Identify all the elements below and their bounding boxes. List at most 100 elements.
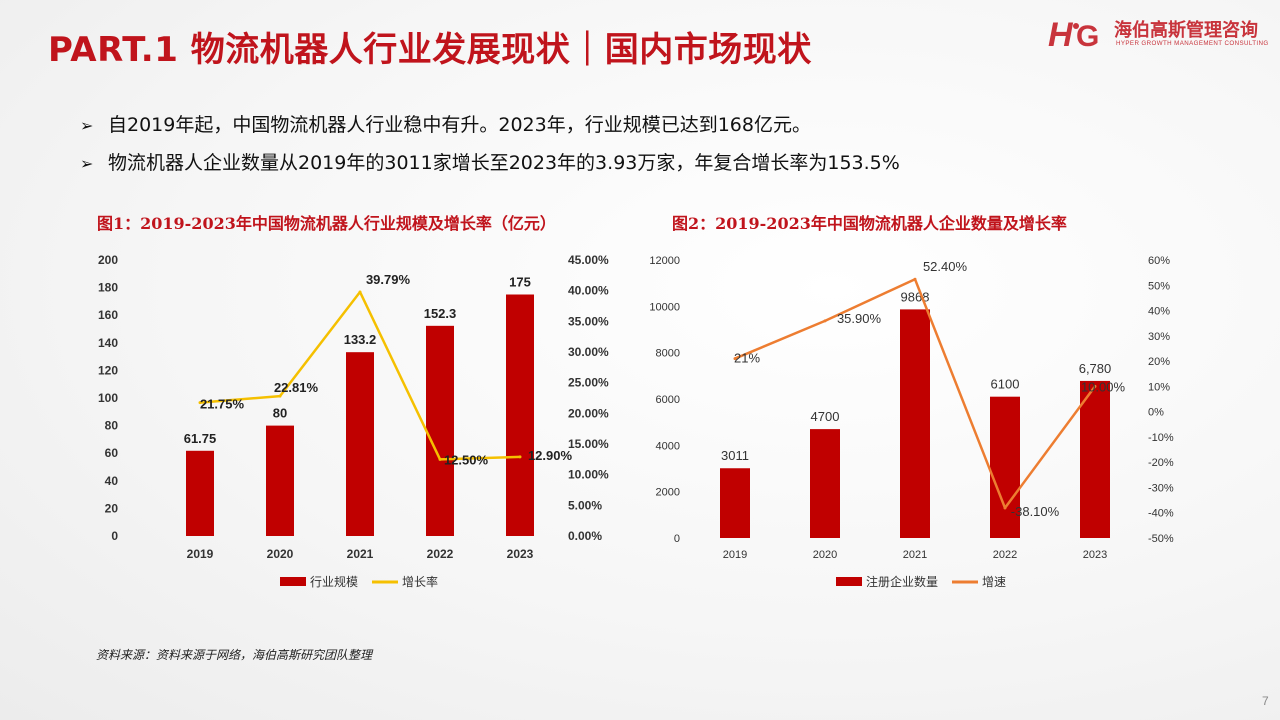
legend-label: 增速: [982, 575, 1006, 589]
x-axis-tick-label: 2021: [347, 547, 374, 561]
bar: [1080, 380, 1110, 538]
line-point: [438, 457, 442, 461]
bar-data-label: 152.3: [424, 306, 457, 321]
line-point: [198, 401, 202, 405]
y-axis-tick-label: 12000: [649, 255, 680, 267]
y2-axis-tick-label: 20%: [1148, 356, 1170, 368]
y2-axis-tick-label: 25.00%: [568, 376, 609, 390]
bar-data-label: 6100: [991, 377, 1020, 392]
y-axis-tick-label: 20: [105, 501, 119, 515]
source-note: 资料来源：资料来源于网络，海伯高斯研究团队整理: [96, 648, 373, 662]
y-axis-tick-label: 6000: [656, 394, 680, 406]
logo-english-name: HYPER GROWTH MANAGEMENT CONSULTING: [1116, 40, 1269, 47]
y2-axis-tick-label: -50%: [1148, 533, 1174, 545]
y2-axis-tick-label: 40.00%: [568, 284, 609, 298]
svg-text:H: H: [1048, 16, 1074, 54]
y2-axis-tick-label: 35.00%: [568, 314, 609, 328]
y2-axis-tick-label: 10%: [1148, 381, 1170, 393]
x-axis-tick-label: 2022: [427, 547, 454, 561]
line-data-label: 35.90%: [837, 311, 882, 326]
y2-axis-tick-label: -20%: [1148, 457, 1174, 469]
legend-swatch-bar: [280, 577, 306, 586]
y-axis-tick-label: 160: [98, 308, 118, 322]
y-axis-tick-label: 8000: [656, 348, 680, 360]
y2-axis-tick-label: -40%: [1148, 508, 1174, 520]
y2-axis-tick-label: 40%: [1148, 306, 1170, 318]
x-axis-tick-label: 2023: [1083, 549, 1107, 561]
bar: [346, 352, 374, 536]
y2-axis-tick-label: 20.00%: [568, 406, 609, 420]
arrow-right-icon: ➢: [80, 116, 94, 135]
page-title: PART.1 物流机器人行业发展现状｜国内市场现状: [48, 30, 812, 70]
y2-axis-tick-label: 15.00%: [568, 437, 609, 451]
y-axis-tick-label: 0: [111, 529, 118, 543]
legend-label: 注册企业数量: [866, 574, 938, 589]
line-data-label: 10.00%: [1081, 379, 1126, 394]
y2-axis-tick-label: 60%: [1148, 255, 1170, 267]
bar-data-label: 4700: [811, 409, 840, 424]
y-axis-tick-label: 80: [105, 419, 119, 433]
line-point: [913, 277, 917, 281]
y-axis-tick-label: 140: [98, 336, 118, 350]
y-axis-tick-label: 10000: [649, 301, 680, 313]
arrow-right-icon: ➢: [80, 154, 94, 173]
y2-axis-tick-label: -30%: [1148, 482, 1174, 494]
bar-data-label: 175: [509, 275, 531, 290]
bar: [900, 309, 930, 538]
legend-swatch-bar: [836, 577, 862, 586]
y2-axis-tick-label: 30%: [1148, 331, 1170, 343]
bar: [810, 429, 840, 538]
x-axis-tick-label: 2022: [993, 549, 1017, 561]
legend-label: 增长率: [402, 574, 438, 589]
y2-axis-tick-label: 0.00%: [568, 529, 602, 543]
chart2-title: 图2：2019-2023年中国物流机器人企业数量及增长率: [672, 214, 1067, 233]
y-axis-tick-label: 180: [98, 281, 118, 295]
line-data-label: -38.10%: [1011, 504, 1060, 519]
chart1-market-size: 0 20 40 60 80 100 120 140 160 180 200 0.00% 5.00% 10.…: [98, 253, 609, 589]
y2-axis-tick-label: 5.00%: [568, 498, 602, 512]
chart2-company-count: 0 2000 4000 6000 8000 10000 12000 -50% -40% -30% -…: [649, 255, 1174, 589]
bullet-list: ➢ 自2019年起，中国物流机器人行业稳中有升。2023年，行业规模已达到168亿…: [80, 112, 900, 188]
x-axis-tick-label: 2023: [507, 547, 534, 561]
line-data-label: 39.79%: [366, 272, 411, 287]
bar: [720, 468, 750, 538]
bar-data-label: 133.2: [344, 332, 377, 347]
y2-axis-tick-label: 50%: [1148, 280, 1170, 292]
line-data-label: 12.50%: [444, 452, 489, 467]
bar-data-label: 61.75: [184, 431, 217, 446]
line-data-label: 22.81%: [274, 380, 319, 395]
bar-data-label: 80: [273, 406, 287, 421]
chart1-title: 图1：2019-2023年中国物流机器人行业规模及增长率（亿元）: [97, 214, 556, 233]
company-logo: H G 海伯高斯管理咨询 HYPER GROWTH MANAGEMENT CON…: [1046, 12, 1276, 56]
y-axis-tick-label: 200: [98, 253, 118, 267]
bar-data-label: 3011: [721, 448, 749, 463]
y2-axis-tick-label: -10%: [1148, 432, 1174, 444]
x-axis-tick-label: 2019: [723, 549, 747, 561]
page-number: 7: [1262, 694, 1269, 708]
y-axis-tick-label: 2000: [656, 487, 680, 499]
legend-label: 行业规模: [310, 574, 358, 589]
line-point: [733, 357, 737, 361]
line-point: [518, 455, 522, 459]
bullet-text: 自2019年起，中国物流机器人行业稳中有升。2023年，行业规模已达到168亿元…: [108, 114, 811, 136]
y-axis-tick-label: 0: [674, 533, 680, 545]
y2-axis-tick-label: 10.00%: [568, 468, 609, 482]
svg-text:G: G: [1076, 20, 1099, 53]
y-axis-tick-label: 120: [98, 363, 118, 377]
line-point: [358, 290, 362, 294]
bullet-item: ➢ 物流机器人企业数量从2019年的3011家增长至2023年的3.93万家，年复…: [80, 150, 900, 188]
bullet-text: 物流机器人企业数量从2019年的3011家增长至2023年的3.93万家，年复合…: [108, 152, 900, 174]
y-axis-tick-label: 60: [105, 446, 119, 460]
y-axis-tick-label: 4000: [656, 440, 680, 452]
x-axis-tick-label: 2020: [813, 549, 837, 561]
line-data-label: 52.40%: [923, 259, 968, 274]
line-point: [1093, 384, 1097, 388]
logo-chinese-name: 海伯高斯管理咨询: [1114, 20, 1258, 41]
x-axis-tick-label: 2019: [187, 547, 214, 561]
bar-data-label: 6,780: [1079, 361, 1112, 376]
y2-axis-tick-label: 0%: [1148, 407, 1164, 419]
x-axis-tick-label: 2020: [267, 547, 294, 561]
y2-axis-tick-label: 45.00%: [568, 253, 609, 267]
bar: [426, 325, 454, 536]
bar: [990, 396, 1020, 538]
